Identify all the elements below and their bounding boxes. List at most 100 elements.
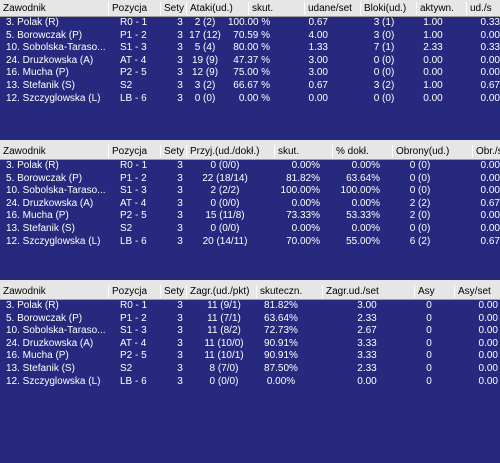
- table-cell: 3: [177, 92, 183, 104]
- table-row-mucha[interactable]: 16. Mucha (P) P2 - 5 3 15 (11/8) 73.33% 53.33…: [0, 210, 500, 223]
- column-header-przyj-ud-dok[interactable]: Przyj.(ud./dokł.): [186, 145, 274, 158]
- column-header-obrony-ud[interactable]: Obrony(ud.): [392, 145, 472, 158]
- table-row-polak[interactable]: 3. Polak (R) R0 - 1 3 0 (0/0) 0.00% 0.00% 0 (0…: [0, 160, 500, 173]
- column-header-asy[interactable]: Asy: [414, 285, 454, 298]
- table-cell: 0 (0): [409, 172, 431, 184]
- table-row-stefanik[interactable]: 13. Stefanik (S) S2 3 0 (0/0) 0.00% 0.00% 0 (0…: [0, 223, 500, 236]
- column-header-pozycja[interactable]: Pozycja: [108, 2, 160, 15]
- column-header-asy-set[interactable]: Asy/set: [454, 285, 500, 298]
- column-header-sety[interactable]: Sety: [160, 2, 186, 15]
- table-row-druzkowska[interactable]: 24. Druzkowska (A) AT - 4 3 0 (0/0) 0.00% 0.0…: [0, 198, 500, 211]
- attack-header-row: Zawodnik Pozycja Sety Ataki(ud.) skut. udane/…: [0, 0, 500, 17]
- table-cell: 0.00 %: [238, 92, 270, 104]
- column-header-pozycja[interactable]: Pozycja: [108, 145, 160, 158]
- table-row-druzkowska[interactable]: 24. Druzkowska (A) AT - 4 3 11 (10/0) 90.91%…: [0, 338, 500, 351]
- column-header-skut[interactable]: skut.: [248, 2, 304, 15]
- table-row-szczyglowska[interactable]: 12. Szczyglowska (L) LB - 6 3 20 (14/11) 70.…: [0, 236, 500, 249]
- table-cell: 8 (7/0): [209, 362, 239, 374]
- table-row-stefanik[interactable]: 13. Stefanik (S) S2 3 3 (2) 66.67 % 0.67 3 (2)…: [0, 80, 500, 93]
- table-cell: LB - 6: [120, 235, 147, 247]
- attack-table: Zawodnik Pozycja Sety Ataki(ud.) skut. udane/…: [0, 0, 500, 105]
- table-cell: 15 (11/8): [205, 210, 245, 222]
- table-row-sobolska[interactable]: 10. Sobolska-Taraso... S1 - 3 3 5 (4) 80.00 …: [0, 42, 500, 55]
- table-cell: 3: [177, 350, 183, 362]
- table-row-borowczak[interactable]: 5. Borowczak (P) P1 - 2 3 17 (12) 70.59 % 4.0…: [0, 30, 500, 43]
- table-cell: S2: [120, 222, 133, 234]
- table-row-szczyglowska[interactable]: 12. Szczyglowska (L) LB - 6 3 0 (0/0) 0.00% 0…: [0, 376, 500, 389]
- table-cell: P1 - 2: [120, 172, 147, 184]
- table-cell: AT - 4: [120, 54, 147, 66]
- column-header-ataki-ud[interactable]: Ataki(ud.): [186, 2, 248, 15]
- column-header-bloki-ud[interactable]: Bloki(ud.): [360, 2, 416, 15]
- table-cell: 10. Sobolska-Taraso...: [6, 42, 106, 54]
- column-header-skuteczn[interactable]: skuteczn.: [256, 285, 322, 298]
- column-header-zagr-ud-set[interactable]: Zagr.ud./set: [322, 285, 414, 298]
- table-row-mucha[interactable]: 16. Mucha (P) P2 - 5 3 11 (10/1) 90.91% 3.33 0…: [0, 350, 500, 363]
- table-cell: 3: [177, 210, 183, 222]
- table-cell: 0.33: [480, 17, 500, 28]
- table-cell: 3: [177, 197, 183, 209]
- table-cell: 12. Szczyglowska (L): [6, 235, 101, 247]
- table-cell: 0.00: [480, 67, 500, 79]
- table-cell: 2 (2): [409, 197, 431, 209]
- table-cell: 0: [426, 312, 432, 324]
- table-cell: 72.73%: [264, 325, 298, 337]
- column-header-aktywn[interactable]: aktywn.: [416, 2, 466, 15]
- table-cell: 12. Szczyglowska (L): [6, 92, 101, 104]
- table-cell: 100.00%: [280, 185, 320, 197]
- column-header-ud-s[interactable]: ud./s: [466, 2, 500, 15]
- table-cell: 3.00: [357, 300, 377, 311]
- table-cell: 2 (2): [194, 17, 216, 28]
- table-cell: 0.67: [480, 79, 500, 91]
- table-row-polak[interactable]: 3. Polak (R) R0 - 1 3 2 (2) 100.00 % 0.67 3 (1…: [0, 17, 500, 30]
- table-row-polak[interactable]: 3. Polak (R) R0 - 1 3 11 (9/1) 81.82% 3.00 0 0.…: [0, 300, 500, 313]
- column-header-zagr-ud-pkt[interactable]: Zagr.(ud./pkt): [186, 285, 256, 298]
- column-header-zawodnik[interactable]: Zawodnik: [3, 146, 46, 157]
- table-cell: 0 (0): [373, 67, 395, 79]
- column-header-skut[interactable]: skut.: [274, 145, 332, 158]
- table-cell: 19 (9): [191, 54, 219, 66]
- table-row-szczyglowska[interactable]: 12. Szczyglowska (L) LB - 6 3 0 (0) 0.00 % 0.…: [0, 93, 500, 106]
- table-cell: 24. Druzkowska (A): [6, 197, 94, 209]
- table-row-druzkowska[interactable]: 24. Druzkowska (A) AT - 4 3 19 (9) 47.37 % 3.…: [0, 55, 500, 68]
- table-cell: S1 - 3: [120, 185, 147, 197]
- column-header-sety[interactable]: Sety: [160, 285, 186, 298]
- table-cell: 0.00: [357, 375, 377, 387]
- table-cell: 0: [426, 337, 432, 349]
- table-cell: 0.00: [478, 312, 498, 324]
- table-cell: 16. Mucha (P): [6, 350, 69, 362]
- table-cell: R0 - 1: [120, 17, 148, 28]
- table-cell: 5. Borowczak (P): [6, 312, 83, 324]
- column-header-sety[interactable]: Sety: [160, 145, 186, 158]
- table-row-borowczak[interactable]: 5. Borowczak (P) P1 - 2 3 11 (7/1) 63.64% 2.3…: [0, 313, 500, 326]
- column-header-pozycja[interactable]: Pozycja: [108, 285, 160, 298]
- column-header-zawodnik[interactable]: Zawodnik: [3, 3, 46, 14]
- table-cell: 5. Borowczak (P): [6, 29, 83, 41]
- table-cell: 0 (0): [373, 92, 395, 104]
- table-cell: 10. Sobolska-Taraso...: [6, 185, 106, 197]
- column-header-udane-set[interactable]: udane/set: [304, 2, 360, 15]
- table-cell: 0 (0/0): [210, 160, 240, 171]
- table-cell: 70.59 %: [233, 29, 270, 41]
- table-cell: 3: [177, 42, 183, 54]
- table-cell: S1 - 3: [120, 42, 147, 54]
- table-cell: 11 (10/0): [204, 337, 244, 349]
- table-cell: 3: [177, 325, 183, 337]
- table-cell: 90.91%: [264, 337, 298, 349]
- table-row-mucha[interactable]: 16. Mucha (P) P2 - 5 3 12 (9) 75.00 % 3.00 0 (…: [0, 67, 500, 80]
- column-header-zawodnik[interactable]: Zawodnik: [3, 286, 46, 297]
- table-cell: P2 - 5: [120, 350, 147, 362]
- table-row-borowczak[interactable]: 5. Borowczak (P) P1 - 2 3 22 (18/14) 81.82% 6…: [0, 173, 500, 186]
- table-cell: 0.00: [478, 300, 498, 311]
- column-header-obr-s[interactable]: Obr./s: [472, 145, 500, 158]
- table-cell: 75.00 %: [233, 67, 270, 79]
- table-cell: 1.33: [308, 42, 328, 54]
- table-row-sobolska[interactable]: 10. Sobolska-Taraso... S1 - 3 3 2 (2/2) 100.…: [0, 185, 500, 198]
- table-cell: 0.00%: [351, 222, 380, 234]
- table-row-sobolska[interactable]: 10. Sobolska-Taraso... S1 - 3 3 11 (8/2) 72.…: [0, 325, 500, 338]
- table-row-stefanik[interactable]: 13. Stefanik (S) S2 3 8 (7/0) 87.50% 2.33 0 0.0…: [0, 363, 500, 376]
- table-cell: 3: [177, 362, 183, 374]
- table-cell: 3.33: [357, 350, 377, 362]
- table-cell: 81.82%: [264, 300, 298, 311]
- column-header-dok[interactable]: % dokł.: [332, 145, 392, 158]
